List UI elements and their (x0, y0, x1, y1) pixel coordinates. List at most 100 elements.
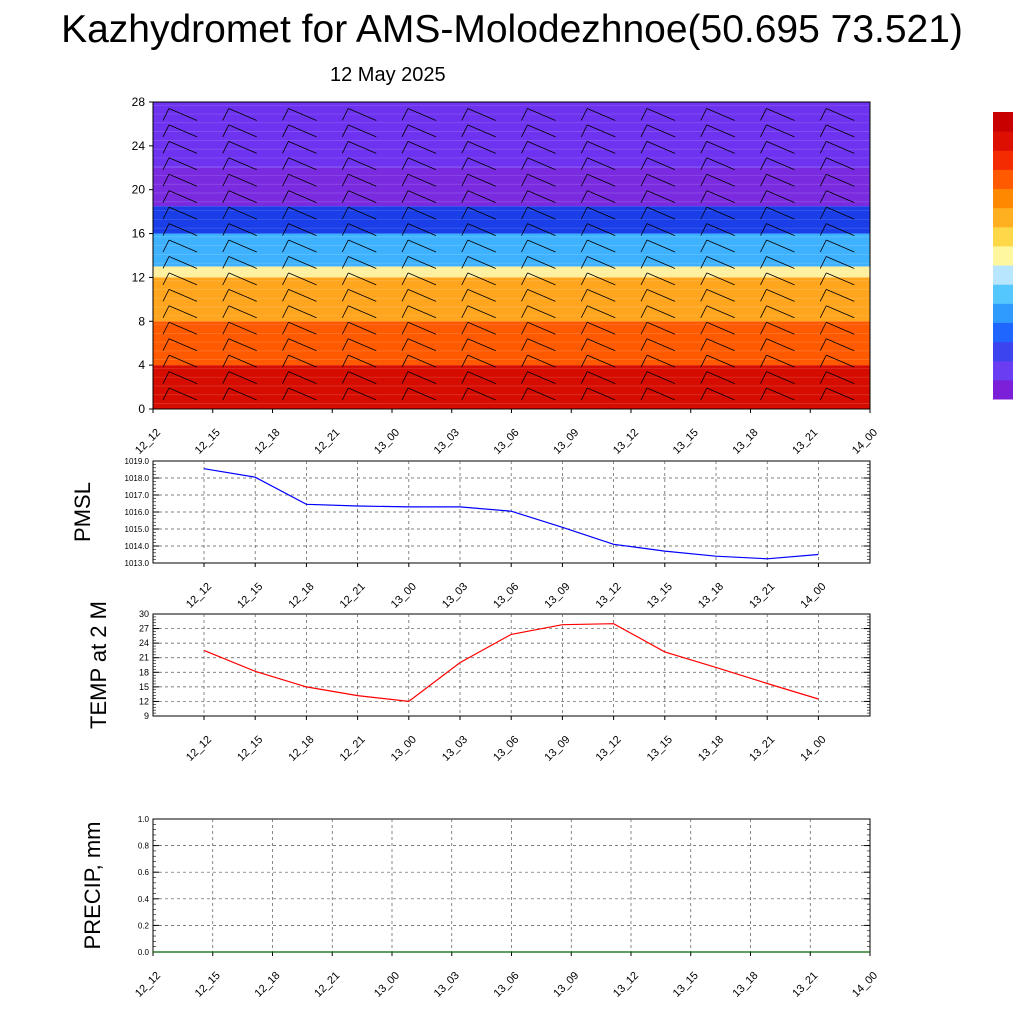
wind-barb-shaft (288, 256, 317, 269)
wind-barb-shaft (348, 124, 377, 138)
wind-barb-flag (521, 108, 528, 121)
wind-barb (760, 305, 795, 319)
wind-barb-flag (341, 305, 349, 318)
wind-barb-flag (880, 388, 886, 400)
wind-barb (880, 339, 914, 351)
wind-barb-shaft (826, 173, 855, 187)
wind-barb-shaft (587, 124, 616, 138)
wind-barb (580, 190, 616, 204)
wind-barb-flag (222, 141, 230, 154)
wind-barb-flag (401, 272, 409, 286)
wind-barb-shaft (467, 223, 496, 236)
wind-barb-shaft (706, 173, 735, 187)
colorbar-swatch (993, 341, 1013, 362)
wind-barb (760, 190, 795, 204)
wind-barb-shaft (467, 272, 496, 286)
wind-barb-flag (819, 206, 827, 220)
colorbar-swatch (993, 379, 1013, 400)
wind-barb-flag (640, 223, 648, 236)
wind-barb-shaft (348, 321, 377, 335)
heatmap-band (153, 233, 870, 267)
wind-barb-flag (521, 223, 528, 236)
wind-barb-shaft (348, 190, 377, 204)
wind-barb-shaft (467, 124, 496, 138)
wind-barb (521, 190, 556, 204)
wind-barb (640, 387, 676, 401)
wind-barb-flag (341, 239, 349, 253)
wind-barb-shaft (407, 140, 437, 154)
wind-barb-flag (282, 371, 289, 384)
wind-barb-flag (521, 272, 528, 286)
wind-barb-shaft (348, 239, 377, 253)
wind-barb-shaft (168, 190, 198, 204)
wind-barb (521, 140, 556, 154)
wind-barb-shaft (467, 371, 496, 384)
wind-barb (700, 239, 735, 253)
wind-barb-shaft (527, 124, 556, 138)
wind-barb (282, 256, 317, 269)
wind-barb-flag (880, 240, 886, 252)
wind-barb-flag (282, 190, 289, 203)
wind-barb-flag (282, 322, 289, 335)
wind-barb-shaft (168, 338, 198, 352)
wind-barb (222, 124, 257, 138)
wind-barb (521, 173, 556, 187)
wind-barb-shaft (826, 387, 855, 401)
wind-barb-shaft (826, 321, 855, 335)
wind-barb (282, 206, 317, 220)
wind-barb-flag (700, 322, 708, 335)
wind-barb (521, 223, 556, 236)
wind-barb (341, 124, 377, 138)
wind-barb-flag (700, 239, 708, 253)
wind-barb-flag (819, 223, 827, 236)
wind-barb-shaft (288, 190, 317, 204)
wind-barb-shaft (168, 256, 198, 269)
x-tick-label: 12_18 (286, 734, 316, 764)
wind-barb-shaft (766, 223, 795, 236)
wind-barb-flag (640, 124, 648, 138)
wind-barb-flag (700, 141, 708, 154)
wind-barb-flag (222, 354, 230, 368)
wind-barb-flag (401, 190, 409, 203)
wind-barb-shaft (587, 223, 616, 236)
wind-barb-flag (162, 338, 170, 351)
wind-barb-shaft (646, 140, 676, 154)
wind-barb-flag (222, 124, 230, 138)
wind-barb-flag (282, 256, 289, 269)
wind-barb-flag (700, 256, 708, 269)
wind-barb-flag (521, 354, 528, 368)
wind-barb-shaft (587, 108, 616, 121)
wind-barb-flag (401, 108, 409, 121)
wind-barb (700, 223, 735, 236)
wind-barb-flag (282, 223, 289, 236)
wind-barb-flag (880, 273, 886, 285)
y-tick-label: 20 (132, 183, 146, 197)
wind-barb-shaft (706, 239, 735, 253)
wind-barb (401, 206, 437, 220)
wind-barb-flag (580, 124, 588, 138)
wind-barb-shaft (288, 338, 317, 352)
wind-barb-shaft (228, 157, 257, 171)
wind-barb (880, 388, 914, 400)
wind-barb-flag (282, 141, 289, 154)
wind-barb-shaft (228, 321, 257, 335)
wind-barb-flag (640, 289, 648, 302)
wind-barb-flag (700, 108, 708, 121)
x-tick-label: 13_09 (542, 734, 572, 764)
wind-barb-shaft (587, 239, 616, 253)
y-tick-label: 9 (144, 711, 149, 721)
wind-barb-flag (760, 289, 767, 302)
wind-barb (760, 288, 795, 302)
wind-barb (521, 338, 556, 352)
x-tick-label: 14_00 (798, 581, 828, 611)
wind-barb-flag (162, 305, 170, 318)
wind-barb-shaft (587, 321, 616, 335)
colorbar-swatch (993, 245, 1013, 266)
wind-barb (760, 124, 795, 138)
heatmap-band (153, 102, 870, 168)
wind-barb-shaft (527, 354, 556, 368)
wind-barb-flag (580, 174, 588, 187)
wind-barb (521, 239, 556, 253)
wind-barb-flag (162, 354, 170, 368)
wind-barb (880, 108, 914, 120)
